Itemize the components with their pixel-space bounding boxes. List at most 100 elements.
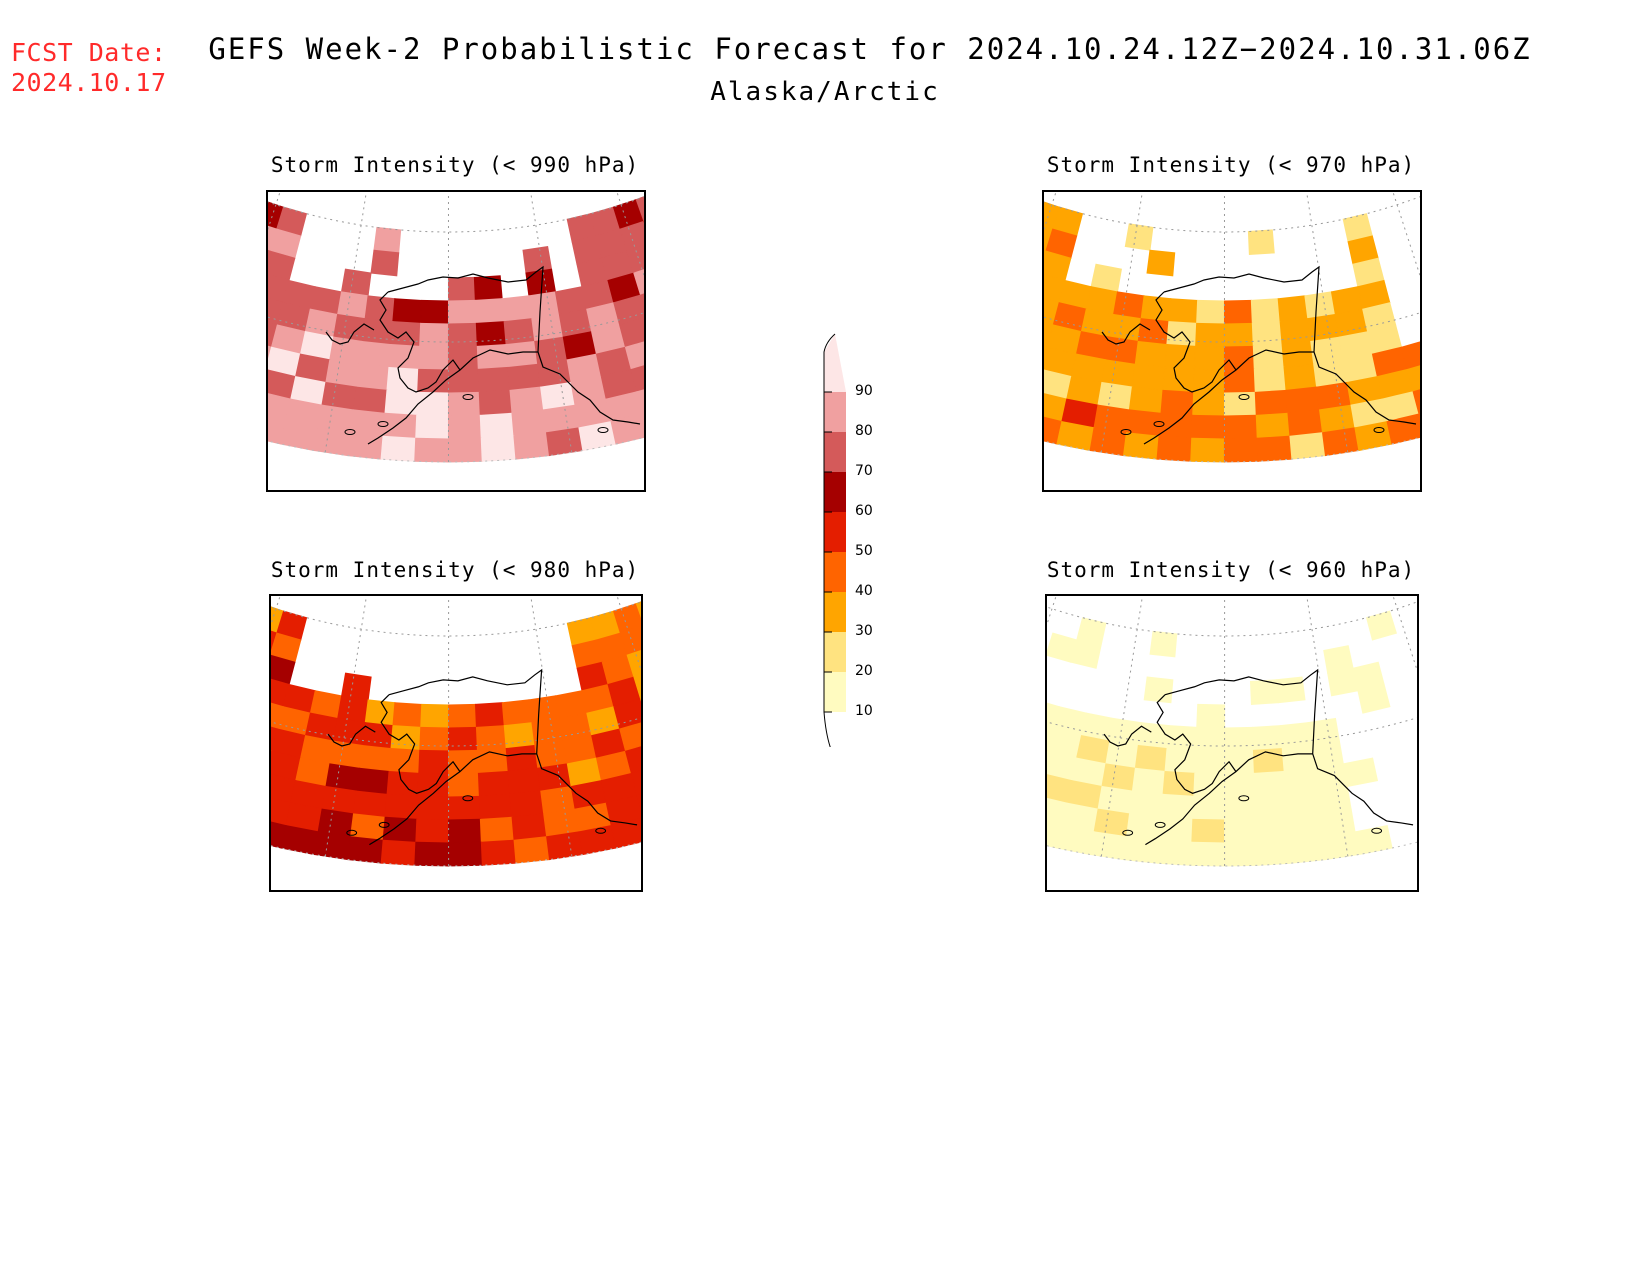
forecast-date-block: FCST Date: 2024.10.17	[11, 38, 167, 98]
probability-cell	[416, 795, 450, 821]
meridian-line	[616, 192, 644, 278]
probability-cell	[1123, 836, 1160, 864]
probability-cell	[1281, 340, 1315, 369]
probability-cell	[624, 341, 644, 371]
probability-cell	[416, 391, 449, 417]
graticule	[1044, 192, 1420, 463]
probability-cell	[1190, 437, 1225, 463]
probability-cell	[1195, 726, 1226, 752]
probability-cell	[474, 298, 505, 324]
probability-cell	[1131, 767, 1166, 795]
page-title: GEFS Week-2 Probabilistic Forecast for 2…	[208, 32, 1532, 66]
probability-cell	[447, 414, 482, 440]
colorbar-segment	[824, 392, 846, 432]
probability-cell	[380, 839, 417, 866]
probability-cell	[1070, 639, 1102, 669]
probability-cell	[420, 703, 450, 729]
probability-cell	[475, 725, 507, 751]
probability-cell	[505, 340, 539, 369]
colorbar-label: 90	[855, 383, 873, 399]
probability-cell	[1162, 366, 1196, 393]
probability-cell	[1196, 703, 1226, 729]
island-outline	[344, 429, 356, 435]
probability-cell	[610, 413, 644, 445]
island-outline	[377, 421, 389, 427]
meridian-line	[1100, 192, 1143, 453]
probability-cell	[474, 702, 505, 728]
colorbar-tail	[823, 711, 833, 753]
probability-cell	[509, 790, 545, 818]
probability-cell	[341, 672, 372, 701]
probability-cell	[1277, 295, 1309, 323]
probability-cell	[1224, 818, 1258, 844]
graticule	[1047, 596, 1417, 867]
probability-cell	[384, 793, 419, 820]
alaska-coastline	[1101, 265, 1417, 445]
probability-cell	[1191, 818, 1226, 844]
probability-cell	[390, 321, 422, 347]
probability-cell	[1287, 409, 1324, 437]
probability-cell	[525, 268, 557, 297]
probability-cell	[1289, 432, 1327, 460]
probability-cell	[1192, 795, 1226, 821]
probability-cell	[501, 295, 533, 323]
colorbar-label: 60	[855, 503, 873, 519]
probability-cell	[509, 386, 545, 414]
probability-cell	[1122, 432, 1160, 460]
meridian-line	[1392, 596, 1417, 672]
probability-cell	[479, 816, 515, 843]
probability-cell	[1124, 223, 1154, 251]
island-outline	[597, 427, 609, 433]
probability-cell	[1164, 748, 1197, 774]
probability-cell	[448, 841, 483, 867]
probability-cell	[624, 746, 641, 775]
probability-cell	[355, 767, 390, 795]
probability-cell	[419, 322, 449, 348]
parallel-line	[268, 196, 644, 233]
probability-cell	[349, 813, 386, 841]
probability-cell	[392, 298, 423, 324]
probability-cell	[382, 412, 418, 439]
probability-cell	[513, 836, 551, 864]
probability-cell	[1223, 414, 1258, 440]
probability-cell	[448, 703, 477, 729]
graticule	[271, 596, 641, 867]
probability-cell	[511, 409, 548, 437]
island-outline	[1120, 429, 1132, 435]
island-outline	[462, 795, 474, 802]
page-subtitle: Alaska/Arctic	[710, 77, 940, 107]
probability-cell	[1128, 386, 1164, 414]
probability-cell	[507, 363, 542, 391]
probability-cell	[1168, 298, 1199, 324]
probability-cell	[1125, 409, 1162, 437]
probability-cell	[1134, 340, 1168, 369]
probability-cell	[1289, 836, 1327, 864]
probability-cell	[420, 299, 449, 325]
probability-cell	[1412, 389, 1420, 415]
panel-title-980: Storm Intensity (< 980 hPa)	[270, 558, 640, 582]
island-outline	[462, 394, 474, 400]
island-outline	[1238, 394, 1250, 400]
probability-cell	[1253, 770, 1287, 797]
probability-cell	[1192, 391, 1225, 417]
probability-cell	[636, 389, 644, 415]
probability-cell	[358, 340, 392, 369]
probability-cell	[503, 318, 536, 346]
probability-cell	[639, 293, 644, 308]
map-panel-970	[1042, 190, 1422, 492]
probability-cell	[479, 412, 515, 439]
probability-cell	[1252, 344, 1285, 370]
probability-cell	[612, 602, 641, 634]
probability-cell	[1223, 437, 1259, 463]
meridian-line	[1397, 596, 1417, 780]
meridian-line	[1392, 192, 1420, 278]
probability-cell	[513, 432, 551, 460]
probability-cell	[1254, 793, 1289, 820]
probability-cell	[448, 818, 482, 844]
probability-cell	[1113, 291, 1145, 320]
island-outline	[1153, 421, 1165, 427]
probability-cell	[415, 414, 449, 440]
probability-cell	[1223, 391, 1257, 417]
probability-cell	[447, 322, 478, 348]
probability-cell	[373, 226, 402, 254]
